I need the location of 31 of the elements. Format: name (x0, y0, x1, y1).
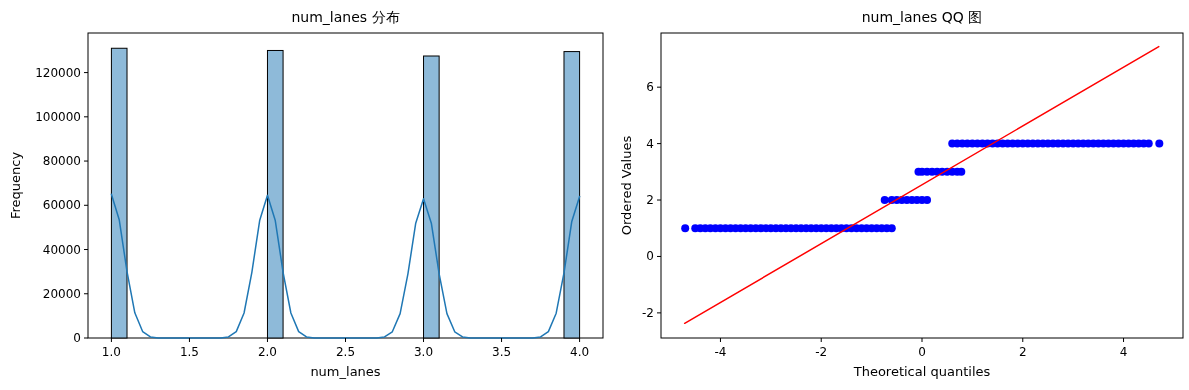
x-tick-label: 4 (1119, 345, 1128, 359)
y-tick-label: 4 (646, 136, 654, 151)
y-axis-title: Ordered Values (619, 135, 634, 236)
chart-title: num_lanes 分布 (291, 9, 400, 25)
x-axis-title: num_lanes (310, 364, 381, 379)
y-tick-label: 0 (73, 331, 81, 345)
y-tick-label: 60000 (42, 198, 81, 213)
y-tick-label: 20000 (42, 286, 81, 301)
y-axis-title: Frequency (8, 151, 23, 220)
y-tick-label: -2 (642, 305, 654, 320)
y-tick-label: 40000 (42, 242, 81, 257)
y-tick-label: 2 (646, 193, 654, 208)
x-tick-label: 2.0 (257, 345, 278, 359)
x-tick-label: -2 (815, 345, 828, 359)
x-tick-label: 1.0 (101, 345, 121, 359)
x-tick-label: 3.5 (492, 345, 512, 359)
x-tick-label: 3.0 (413, 345, 434, 359)
y-tick-label: 6 (646, 80, 654, 95)
x-tick-label: 2 (1018, 345, 1027, 359)
chart-title: num_lanes QQ 图 (861, 9, 983, 25)
x-tick-label: 2.5 (335, 345, 356, 359)
x-tick-label: 0 (918, 345, 926, 359)
x-axis-title: Theoretical quantiles (852, 364, 991, 379)
y-tick-label: 120000 (35, 65, 81, 80)
y-tick-label: 0 (646, 249, 654, 264)
x-tick-label: 1.5 (179, 345, 199, 359)
x-tick-label: 4.0 (570, 345, 590, 359)
x-tick-label: -4 (714, 345, 727, 359)
y-tick-label: 80000 (42, 154, 81, 169)
y-tick-label: 100000 (35, 109, 81, 124)
line-series (110, 193, 581, 339)
